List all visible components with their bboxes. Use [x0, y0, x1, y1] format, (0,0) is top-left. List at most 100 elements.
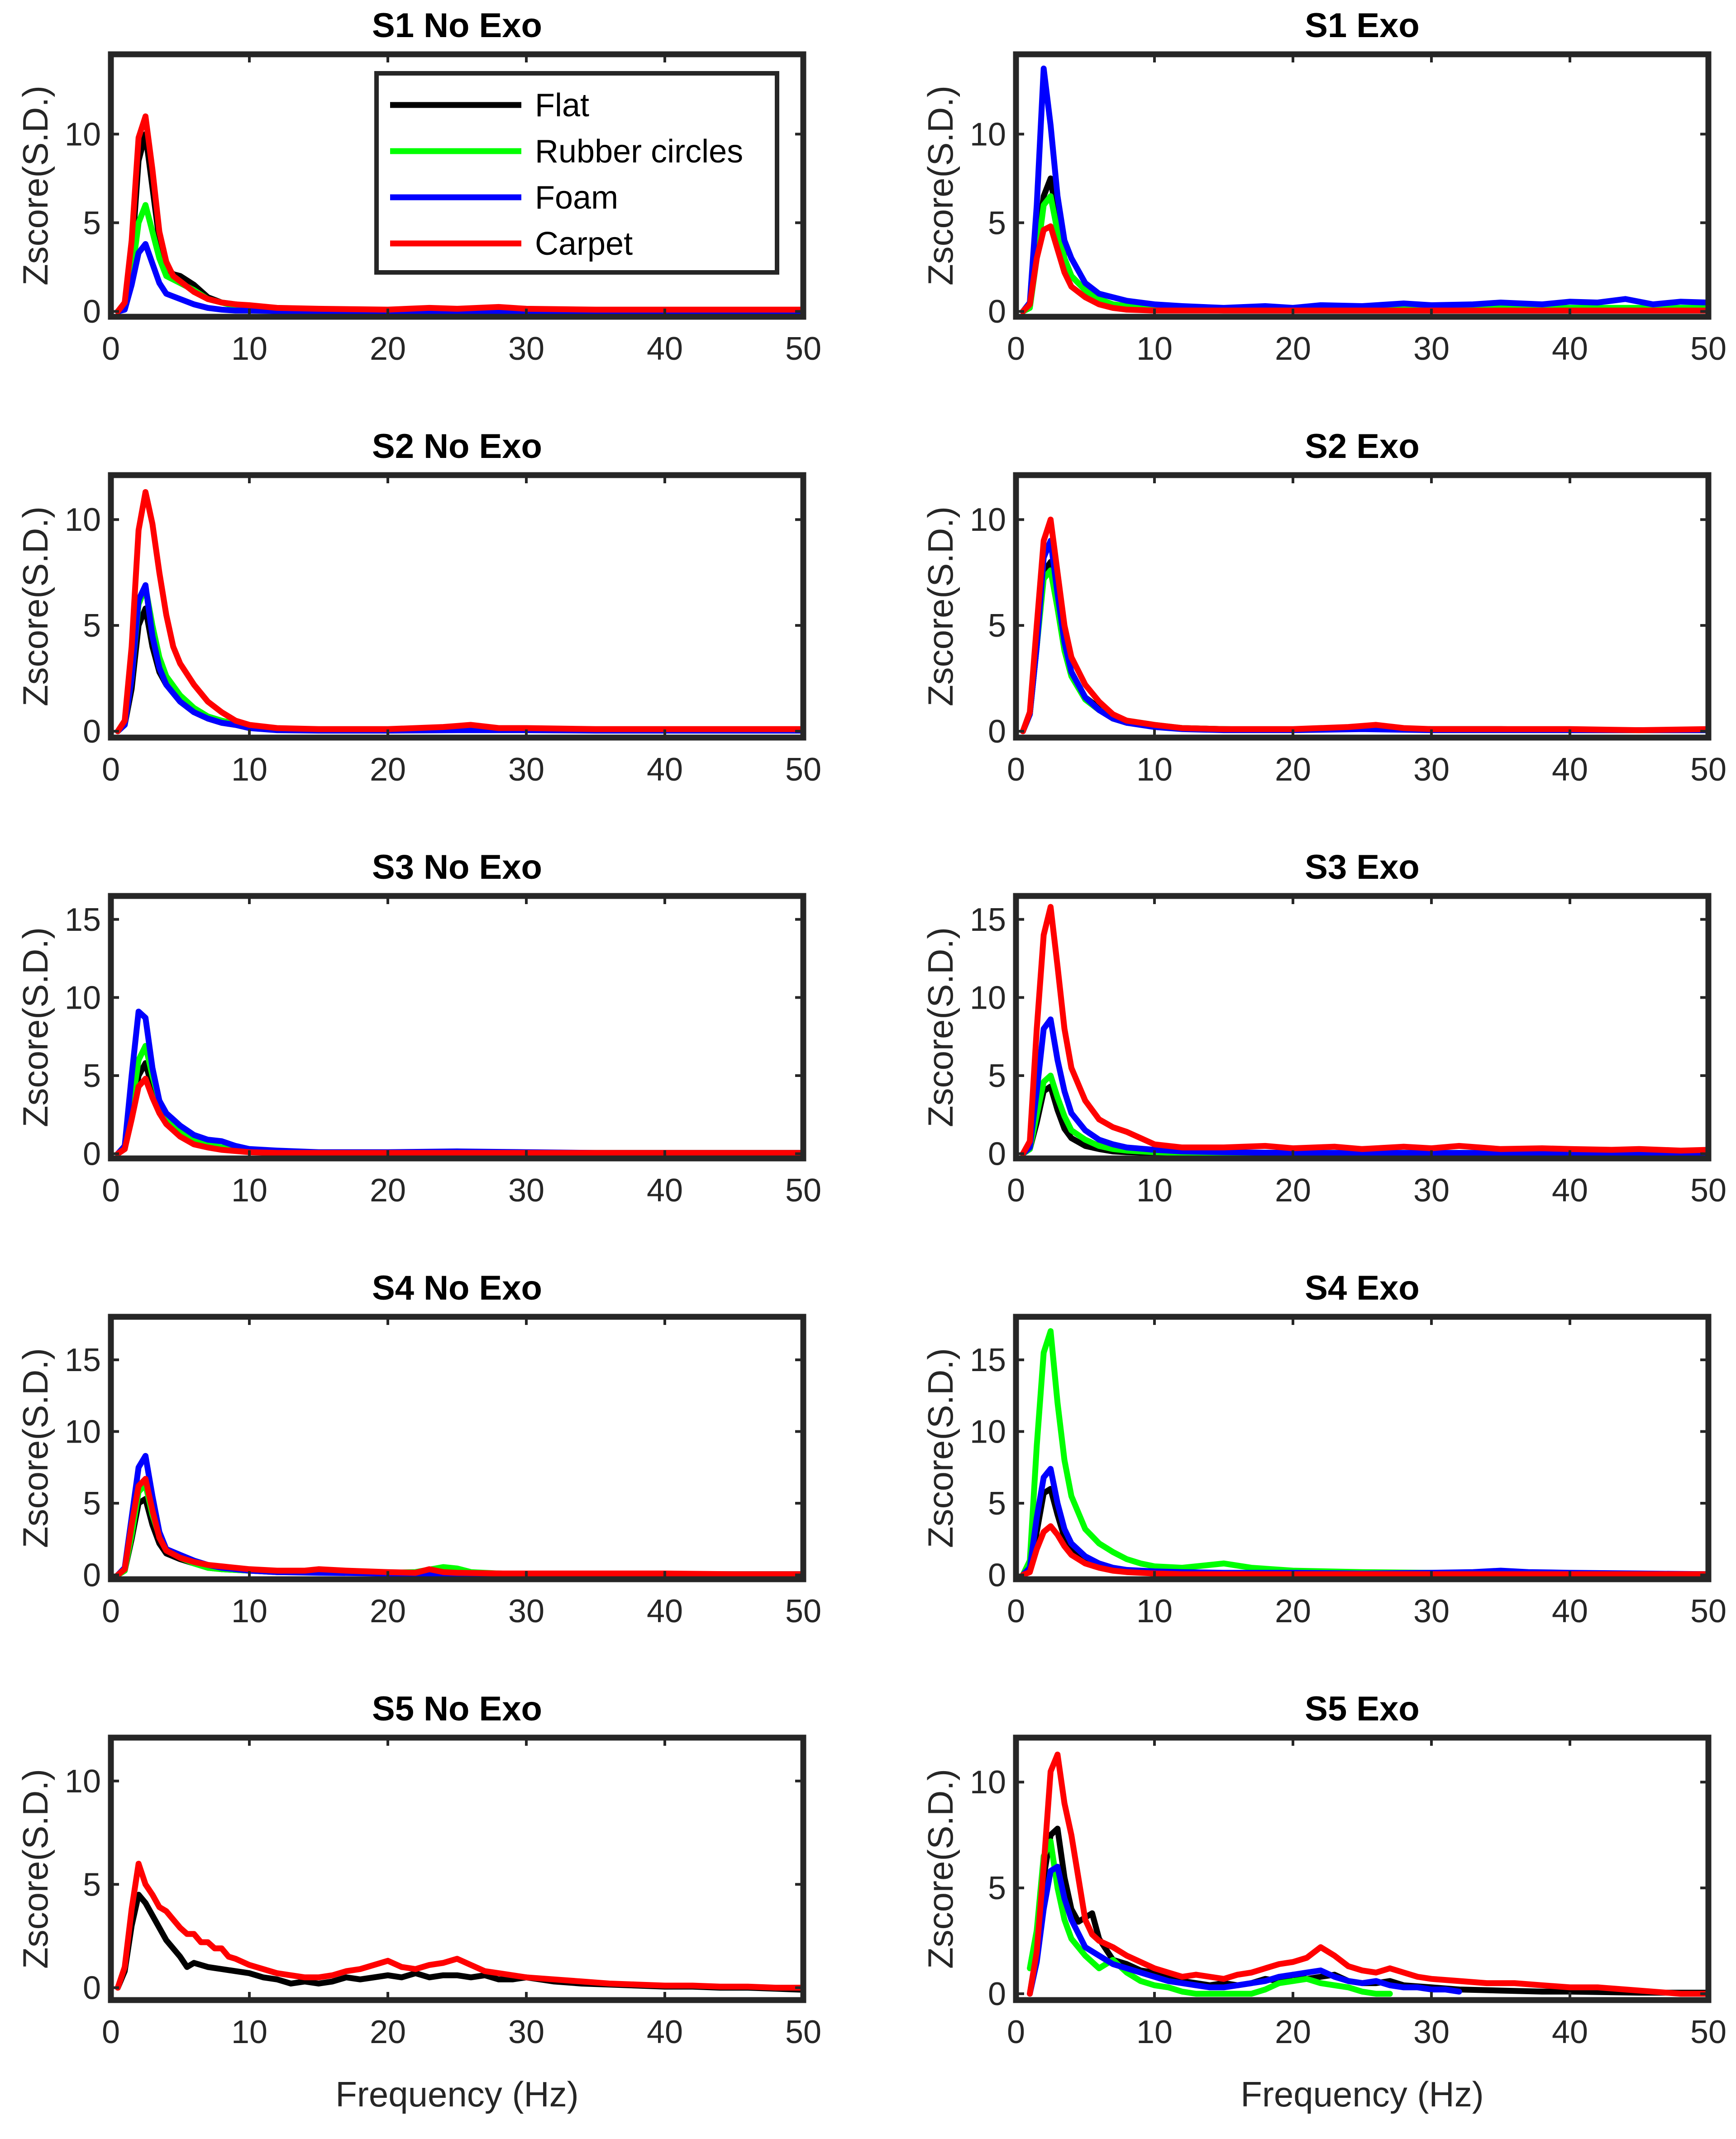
- axes-frame: [108, 51, 806, 320]
- y-axis-label: Zscore(S.D.): [15, 1769, 55, 1969]
- series-line-rubber-circles: [1027, 1838, 1393, 1997]
- subplot-title: S5 No Exo: [372, 1690, 542, 1728]
- x-tick-label: 50: [1690, 752, 1726, 788]
- x-tick-label: 40: [647, 1172, 683, 1209]
- series-group: [1020, 516, 1708, 734]
- subplot-8: S4 Exo 0 10 20 30 40 50 0 5 10 15 Zscore(S.D.): [920, 1269, 1726, 1629]
- series-line-carpet: [114, 1476, 803, 1578]
- x-tick-label: 10: [1136, 331, 1173, 367]
- x-tick-label: 30: [508, 1593, 544, 1629]
- y-tick-label: 5: [83, 1486, 101, 1522]
- x-tick-label: 30: [1413, 1593, 1450, 1629]
- axes-frame: [1013, 1734, 1712, 2003]
- axes-frame: [1013, 51, 1712, 320]
- x-tick-label: 20: [1275, 752, 1311, 788]
- subplot-title: S4 No Exo: [372, 1269, 542, 1307]
- y-tick-label: 0: [83, 1557, 101, 1593]
- x-tick-label: 20: [1275, 2014, 1311, 2050]
- x-tick-label: 20: [1275, 1172, 1311, 1209]
- y-axis-label: Zscore(S.D.): [920, 506, 960, 706]
- x-tick-label: 30: [1413, 2014, 1450, 2050]
- x-tick-label: 10: [1136, 752, 1173, 788]
- axes-frame: [108, 1314, 806, 1582]
- series-line-foam: [1020, 65, 1708, 314]
- y-tick-label: 5: [988, 1870, 1006, 1906]
- x-tick-label: 30: [508, 2014, 544, 2050]
- y-tick-label: 10: [970, 502, 1006, 538]
- y-axis-label: Zscore(S.D.): [15, 506, 55, 706]
- y-tick-label: 5: [988, 1058, 1006, 1094]
- x-tick-label: 0: [1007, 752, 1025, 788]
- x-axis-label: Frequency (Hz): [1240, 2074, 1483, 2114]
- series-line-carpet: [1020, 1523, 1708, 1578]
- x-tick-label: 50: [785, 1593, 821, 1629]
- y-axis-label: Zscore(S.D.): [920, 1348, 960, 1548]
- x-tick-label: 50: [1690, 2014, 1726, 2050]
- x-tick-label: 40: [647, 2014, 683, 2050]
- x-tick-label: 30: [1413, 331, 1450, 367]
- series-line-carpet: [114, 1076, 803, 1157]
- x-axis-label: Frequency (Hz): [335, 2074, 578, 2114]
- x-tick-label: 50: [785, 752, 821, 788]
- x-tick-label: 20: [370, 1593, 406, 1629]
- y-tick-label: 0: [83, 1136, 101, 1172]
- subplot-2: S1 Exo 0 10 20 30 40 50 0 5 10 Zscore(S.D.): [920, 6, 1726, 367]
- y-tick-label: 5: [83, 1058, 101, 1094]
- x-tick-label: 20: [1275, 1593, 1311, 1629]
- x-tick-label: 10: [231, 331, 267, 367]
- x-tick-label: 0: [1007, 331, 1025, 367]
- x-tick-label: 30: [1413, 752, 1450, 788]
- y-tick-label: 10: [65, 502, 101, 538]
- y-tick-label: 10: [970, 980, 1006, 1016]
- y-axis-label: Zscore(S.D.): [920, 927, 960, 1127]
- subplot-7: S4 No Exo 0 10 20 30 40 50 0 5 10 15 Zscore(S.D.): [15, 1269, 821, 1629]
- x-tick-label: 50: [1690, 1172, 1726, 1209]
- series-group: [114, 1453, 803, 1578]
- x-tick-label: 40: [647, 331, 683, 367]
- y-tick-label: 0: [83, 714, 101, 750]
- legend-label: Carpet: [535, 226, 633, 262]
- y-axis-label: Zscore(S.D.): [920, 1769, 960, 1969]
- axes-frame: [1013, 472, 1712, 741]
- subplot-title: S3 Exo: [1305, 848, 1419, 886]
- subplot-title: S5 Exo: [1305, 1690, 1419, 1728]
- subplot-6: S3 Exo 0 10 20 30 40 50 0 5 10 15 Zscore(S.D.): [920, 848, 1726, 1209]
- subplot-title: S1 No Exo: [372, 6, 542, 45]
- series-line-foam: [1027, 1863, 1462, 1997]
- y-axis-label: Zscore(S.D.): [15, 927, 55, 1127]
- x-tick-label: 0: [102, 331, 120, 367]
- y-tick-label: 10: [65, 980, 101, 1016]
- x-tick-label: 0: [1007, 1172, 1025, 1209]
- series-line-carpet: [114, 113, 803, 314]
- y-tick-label: 10: [65, 116, 101, 152]
- subplot-10: S5 Exo 0 10 20 30 40 50 0 5 10 Zscore(S.D.) Frequen…: [920, 1690, 1726, 2114]
- subplot-title: S4 Exo: [1305, 1269, 1419, 1307]
- legend-label: Flat: [535, 87, 589, 124]
- series-group: [114, 1861, 803, 1993]
- subplot-title: S2 Exo: [1305, 427, 1419, 466]
- legend-label: Foam: [535, 180, 618, 216]
- axes-frame: [1013, 1314, 1712, 1582]
- x-tick-label: 30: [1413, 1172, 1450, 1209]
- y-tick-label: 5: [988, 608, 1006, 644]
- y-tick-label: 15: [65, 1342, 101, 1378]
- x-tick-label: 50: [785, 331, 821, 367]
- y-tick-label: 0: [988, 714, 1006, 750]
- x-tick-label: 50: [785, 1172, 821, 1209]
- subplot-3: S2 No Exo 0 10 20 30 40 50 0 5 10 Zscore(S.D.): [15, 427, 821, 788]
- x-tick-label: 10: [1136, 1172, 1173, 1209]
- y-tick-label: 10: [65, 1414, 101, 1450]
- axes-frame: [1013, 893, 1712, 1162]
- x-tick-label: 20: [370, 752, 406, 788]
- x-tick-label: 0: [1007, 2014, 1025, 2050]
- axes-frame: [108, 1734, 806, 2003]
- x-tick-label: 0: [102, 752, 120, 788]
- y-tick-label: 0: [83, 1970, 101, 2006]
- series-group: [114, 1009, 803, 1157]
- x-tick-label: 0: [102, 1172, 120, 1209]
- x-tick-label: 10: [231, 2014, 267, 2050]
- axes-frame: [108, 893, 806, 1162]
- y-tick-label: 0: [988, 294, 1006, 330]
- x-tick-label: 40: [1552, 752, 1588, 788]
